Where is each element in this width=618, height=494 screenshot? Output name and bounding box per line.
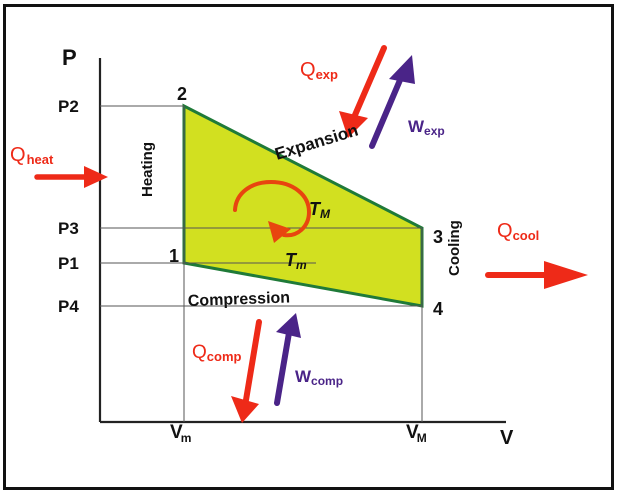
svg-text:P2: P2 [58,97,79,116]
svg-text:Compression: Compression [188,289,291,310]
svg-text:Wcomp: Wcomp [295,367,343,388]
svg-text:3: 3 [433,227,443,247]
svg-text:4: 4 [433,299,443,319]
svg-text:P3: P3 [58,219,79,238]
svg-text:Cooling: Cooling [446,220,463,276]
svg-text:1: 1 [169,246,179,266]
svg-text:Qcomp: Qcomp [192,342,242,364]
svg-text:Qcool: Qcool [497,220,539,243]
svg-text:P: P [62,45,77,70]
svg-text:Heating: Heating [139,142,156,197]
svg-text:P1: P1 [58,254,79,273]
svg-text:Qexp: Qexp [300,59,338,82]
svg-text:Wexp: Wexp [408,117,445,138]
svg-text:V: V [500,427,514,449]
svg-text:2: 2 [177,84,187,104]
svg-text:P4: P4 [58,297,79,316]
svg-text:Qheat: Qheat [10,144,54,167]
svg-text:VM: VM [406,422,427,445]
svg-text:Expansion: Expansion [273,121,361,164]
svg-text:Vm: Vm [170,422,191,445]
